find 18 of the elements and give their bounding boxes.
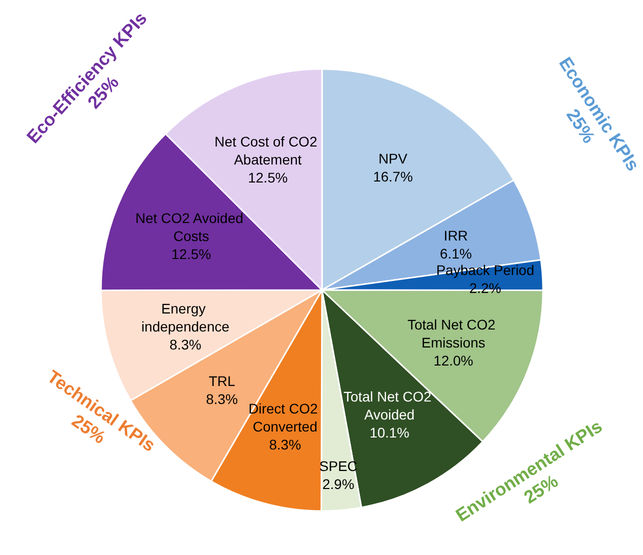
slice-label: Energy independence [141, 300, 230, 335]
slice-label: TRL [208, 372, 236, 389]
data-label: 16.7% [373, 168, 413, 185]
data-label: 8.3% [269, 436, 302, 453]
data-label: 8.3% [169, 336, 202, 353]
slice-label: Total Net CO2 Emissions [407, 316, 500, 350]
slice-label: Total Net CO2 Avoided [344, 388, 436, 422]
data-label: 8.3% [206, 390, 238, 407]
data-label: 12.0% [434, 352, 474, 368]
data-label: 12.5% [171, 246, 212, 262]
slice-label: NPV [378, 150, 408, 167]
slice-label: Net CO2 Avoided Costs [135, 210, 248, 244]
data-label: 2.9% [322, 476, 354, 492]
slice-label: Net Cost of CO2 Abatement [214, 133, 322, 168]
data-label: 6.1% [440, 245, 472, 262]
data-label: 10.1% [370, 424, 410, 440]
data-label: 12.5% [248, 169, 288, 186]
slice-label: IRR [444, 227, 468, 244]
